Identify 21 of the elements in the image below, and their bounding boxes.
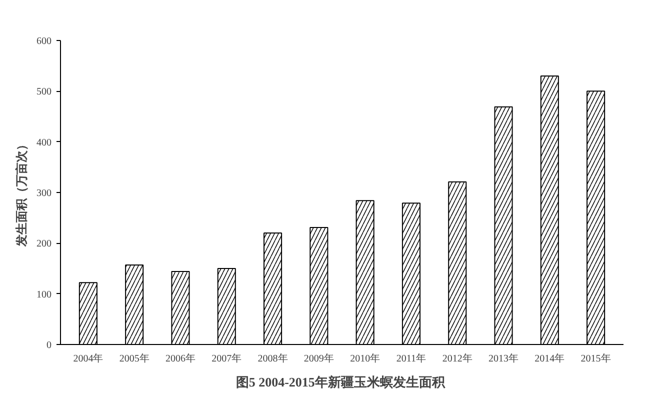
x-tick-label: 2008年 [258, 352, 288, 364]
x-tick-label: 2007年 [212, 352, 242, 364]
y-axis-title: 发生面积（万亩次） [14, 138, 28, 248]
y-tick-label: 100 [36, 289, 52, 300]
x-tick-label: 2015年 [580, 352, 611, 364]
y-tick-label: 300 [36, 188, 52, 199]
y-tick-label: 400 [36, 137, 52, 148]
x-tick-label: 2014年 [534, 352, 565, 364]
x-tick-label: 2005年 [119, 352, 150, 364]
y-tick-label: 0 [46, 340, 52, 351]
x-tick-label: 2013年 [488, 352, 519, 364]
x-tick-label: 2010年 [350, 352, 380, 364]
y-tick-label: 200 [36, 238, 52, 250]
text: 图5 2004-2015年新疆玉米螟发生面积 [236, 374, 446, 390]
x-tick-label: 2009年 [304, 352, 334, 364]
y-tick-label: 500 [36, 86, 52, 98]
x-tick-label: 2004年 [73, 352, 104, 364]
x-tick-label: 2012年 [442, 352, 472, 364]
x-tick-label: 2011年 [396, 352, 426, 364]
y-tick-label: 600 [36, 36, 52, 47]
x-tick-label: 2006年 [165, 352, 196, 364]
